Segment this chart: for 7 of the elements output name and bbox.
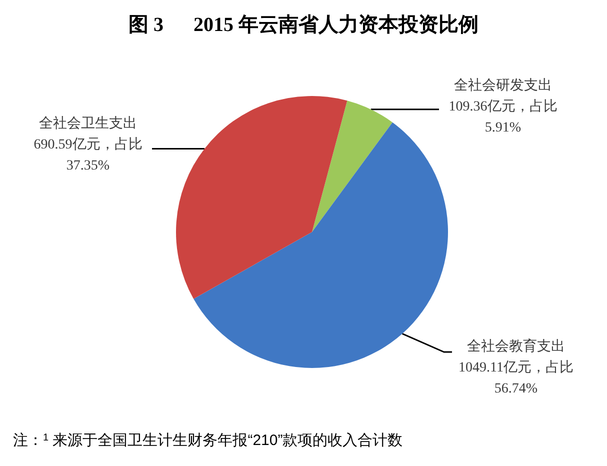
data-label: 1049.11亿元，占比56.74% <box>458 360 574 396</box>
data-label: 109.36亿元，占比5.91% <box>448 98 558 136</box>
chart-title: 图 3 2015 年云南省人力资本投资比例 <box>128 14 478 36</box>
slice-label: 全社会研发支出 <box>454 78 552 94</box>
slice-label: 全社会卫生支出 <box>39 116 137 132</box>
data-label: 690.59亿元，占比37.35% <box>34 136 142 174</box>
slice-label: 全社会教育支出 <box>467 338 565 354</box>
